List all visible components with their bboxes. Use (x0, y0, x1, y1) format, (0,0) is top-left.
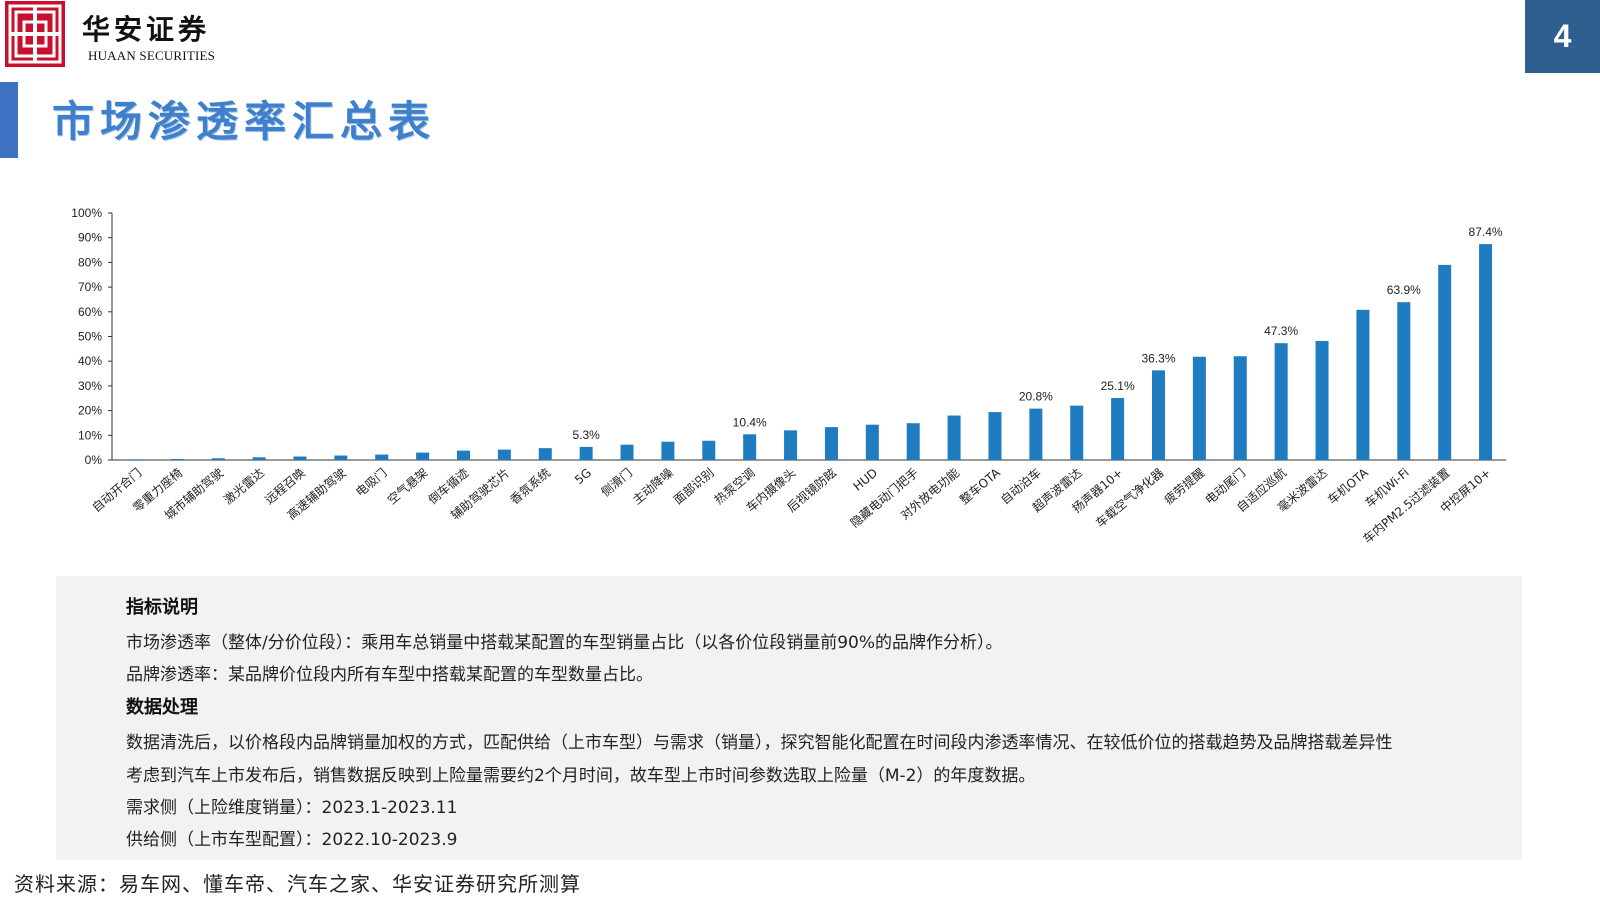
bar (1397, 302, 1411, 460)
info-line-supply-side: 供给侧（上市车型配置）：2022.10-2023.9 (126, 830, 458, 850)
source-note: 资料来源：易车网、懂车帝、汽车之家、华安证券研究所测算 (14, 872, 581, 896)
x-tick-label: 电吸门 (352, 465, 389, 500)
penetration-bar-chart: 0%10%20%30%40%50%60%70%80%90%100%自动开合门零重… (71, 206, 1506, 546)
y-tick-label: 20% (78, 404, 102, 418)
page-number-badge: 4 (1525, 0, 1600, 73)
info-line-brand-penetration: 品牌渗透率：某品牌价位段内所有车型中搭载某配置的车型数量占比。 (126, 665, 653, 685)
data-label: 10.4% (733, 415, 767, 429)
y-tick-label: 40% (78, 354, 102, 368)
bar (1152, 370, 1165, 460)
bar (457, 450, 470, 460)
x-tick-label: 空气悬架 (384, 465, 430, 507)
x-tick-label: 香氛系统 (507, 466, 553, 508)
info-heading-data-processing: 数据处理 (126, 697, 198, 718)
bar (824, 427, 838, 460)
x-tick-label: 面部识别 (670, 465, 716, 507)
bar (661, 441, 675, 460)
y-tick-label: 70% (78, 280, 102, 294)
info-line-demand-side: 需求侧（上险维度销量）：2023.1-2023.11 (126, 798, 458, 818)
bar (620, 444, 634, 460)
bar (1192, 356, 1206, 460)
bar (947, 415, 961, 460)
x-tick-label: 5G (572, 466, 594, 488)
bar (784, 430, 798, 460)
y-tick-label: 0% (85, 453, 103, 467)
data-label: 47.3% (1264, 324, 1298, 338)
bar (1070, 405, 1084, 460)
bar (906, 423, 920, 460)
bar (334, 455, 348, 460)
bar (538, 448, 552, 460)
bar (1315, 340, 1329, 460)
bar (743, 434, 757, 460)
bar (579, 446, 593, 460)
x-tick-label: 隐藏电动门把手 (847, 465, 921, 530)
bar (1438, 264, 1452, 460)
brand-name-cn: 华安证券 (82, 13, 211, 46)
title-accent-bar (0, 82, 18, 158)
bar (416, 452, 430, 460)
x-tick-label: 整车OTA (956, 464, 1003, 507)
y-tick-label: 90% (78, 231, 102, 245)
bar (293, 456, 307, 460)
x-tick-label: 激光雷达 (221, 466, 267, 508)
data-label: 63.9% (1387, 283, 1421, 297)
bar (1274, 343, 1288, 460)
brand-name-en: HUAAN SECURITIES (88, 48, 216, 63)
data-label: 5.3% (572, 428, 600, 442)
y-tick-label: 30% (78, 379, 102, 393)
bar (252, 457, 266, 460)
data-label: 25.1% (1101, 379, 1135, 393)
bar (1029, 408, 1043, 460)
bar (375, 454, 389, 460)
data-label: 87.4% (1469, 225, 1503, 239)
y-tick-label: 80% (78, 255, 102, 269)
bar (1356, 309, 1370, 460)
info-line-lag: 考虑到汽车上市发布后，销售数据反映到上险量需要约2个月时间，故车型上市时间参数选… (126, 766, 1036, 786)
indicator-info-box: 指标说明 市场渗透率（整体/分价位段）：乘用车总销量中搭载某配置的车型销量占比（… (56, 576, 1522, 860)
bar (865, 424, 879, 460)
bar (129, 459, 143, 460)
page-title: 市场渗透率汇总表 (52, 97, 437, 146)
x-tick-label: 疲劳提醒 (1161, 465, 1207, 507)
y-tick-label: 60% (78, 305, 102, 319)
y-tick-label: 100% (71, 206, 102, 220)
info-line-market-penetration: 市场渗透率（整体/分价位段）：乘用车总销量中搭载某配置的车型销量占比（以各价位段… (126, 633, 1003, 653)
info-heading-indicator: 指标说明 (126, 597, 198, 618)
info-line-data-cleaning: 数据清洗后，以价格段内品牌销量加权的方式，匹配供给（上市车型）与需求（销量），探… (126, 733, 1393, 753)
huaan-logo-icon (5, 1, 65, 67)
x-tick-label: 侧滑门 (598, 465, 635, 500)
bar (1111, 398, 1125, 460)
x-tick-label: 车载空气净化器 (1092, 465, 1166, 530)
bar (1233, 356, 1247, 460)
bar (1479, 244, 1493, 460)
bar (211, 458, 225, 460)
y-tick-label: 50% (78, 330, 102, 344)
data-label: 36.3% (1141, 351, 1175, 365)
bar (497, 449, 511, 460)
x-tick-label: 主动降噪 (630, 466, 676, 508)
bar (702, 440, 716, 460)
y-tick-label: 10% (78, 428, 102, 442)
data-label: 20.8% (1019, 390, 1053, 404)
x-tick-label: HUD (851, 466, 881, 494)
bar (988, 412, 1002, 460)
bar (170, 459, 184, 460)
